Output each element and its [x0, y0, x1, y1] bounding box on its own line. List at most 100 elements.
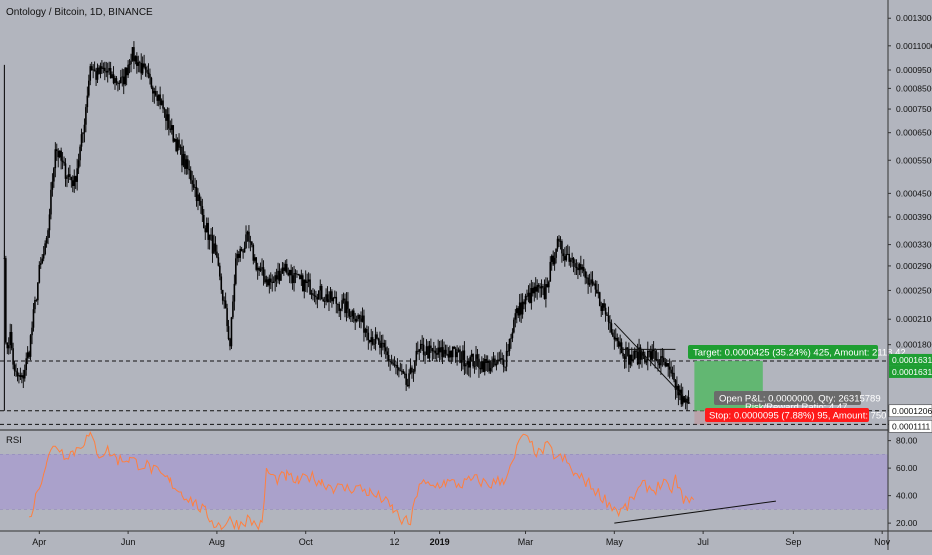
candle-body — [433, 350, 435, 352]
candle-body — [617, 341, 620, 347]
candle-body — [497, 359, 499, 364]
time-tick-label: Aug — [209, 537, 225, 547]
candle-body — [82, 132, 84, 135]
candle-body — [304, 279, 307, 283]
candle-body — [290, 269, 292, 276]
candle-body — [130, 60, 132, 65]
candle-body — [614, 337, 617, 340]
candle-body — [392, 362, 394, 365]
candle-body — [470, 353, 473, 357]
candle-body — [150, 77, 153, 88]
candle-body — [561, 241, 563, 254]
rsi-pane[interactable]: RSI — [0, 431, 888, 531]
candle-body — [181, 146, 183, 166]
candle-body — [507, 350, 509, 352]
candle-body — [612, 332, 614, 337]
candle-body — [639, 347, 642, 360]
candle-body — [331, 291, 333, 302]
candle-body — [67, 174, 70, 178]
candle-body — [552, 255, 554, 265]
candle-body — [37, 282, 39, 301]
candle-body — [543, 287, 546, 299]
candle-body — [454, 348, 457, 358]
candle-body — [334, 296, 336, 298]
candle-body — [434, 350, 437, 354]
candle-body — [80, 134, 83, 147]
candle-body — [236, 253, 239, 259]
candle-body — [232, 301, 234, 318]
candle-body — [463, 350, 466, 367]
candle-body — [58, 150, 61, 158]
candle-body — [275, 275, 278, 280]
candle-body — [565, 254, 568, 261]
candle-body — [633, 350, 636, 360]
candle-body — [121, 76, 124, 78]
candle-body — [201, 206, 204, 215]
candle-body — [6, 342, 9, 349]
candle-body — [424, 354, 426, 356]
candle-body — [341, 300, 343, 309]
candle-body — [494, 358, 496, 366]
candle-body — [366, 329, 368, 333]
candle-body — [661, 356, 664, 358]
candle-body — [367, 332, 370, 341]
candle-body — [172, 125, 175, 142]
candle-body — [600, 305, 603, 312]
candle-body — [469, 356, 472, 368]
candle-body — [568, 253, 570, 262]
candle-body — [217, 257, 220, 266]
candle-body — [411, 367, 413, 373]
candle-body — [399, 370, 402, 372]
candle-body — [288, 269, 291, 276]
candle-body — [197, 194, 199, 202]
candle-body — [597, 292, 600, 294]
candle-body — [45, 237, 48, 244]
time-axis[interactable]: Apr Jun Aug Oct 12 2019 Mar May Jul Sep Nov — [0, 530, 932, 547]
candle-body — [85, 107, 87, 125]
candle-body — [115, 78, 118, 83]
candle-body — [168, 114, 170, 129]
candle-body — [446, 353, 448, 355]
candle-body — [83, 124, 86, 133]
candle-body — [456, 352, 458, 358]
candle-body — [584, 271, 587, 278]
candle-body — [169, 128, 172, 130]
candle-body — [344, 298, 346, 314]
candle-body — [189, 170, 192, 181]
price-pane[interactable] — [0, 41, 888, 431]
candle-body — [66, 177, 68, 179]
candle-body — [32, 309, 35, 328]
target-label: Target: 0.0000425 (35.24%) 425, Amount: … — [693, 347, 906, 358]
candle-body — [360, 318, 362, 322]
candle-body — [35, 299, 38, 301]
candle-body — [170, 125, 173, 130]
candle-body — [99, 66, 102, 74]
candle-body — [437, 347, 439, 355]
candle-body — [271, 282, 274, 284]
candle-body — [245, 234, 247, 248]
candle-body — [508, 338, 511, 352]
candle-body — [687, 397, 690, 404]
candle-body — [301, 275, 304, 292]
candle-body — [492, 358, 495, 363]
candle-body — [537, 285, 540, 287]
candle-body — [102, 67, 105, 69]
candle-body — [44, 243, 46, 255]
candle-body — [438, 347, 441, 353]
candle-body — [47, 230, 49, 238]
candle-body — [34, 299, 36, 310]
candle-body — [681, 396, 684, 405]
candle-body — [680, 389, 683, 405]
candle-body — [596, 289, 598, 294]
time-tick-label: Oct — [299, 537, 314, 547]
candle-body — [211, 235, 214, 254]
candle-body — [29, 335, 32, 357]
candle-body — [652, 350, 655, 351]
stop-label: Stop: 0.0000095 (7.88%) 95, Amount: 750 — [709, 411, 886, 422]
candle-body — [332, 297, 335, 302]
